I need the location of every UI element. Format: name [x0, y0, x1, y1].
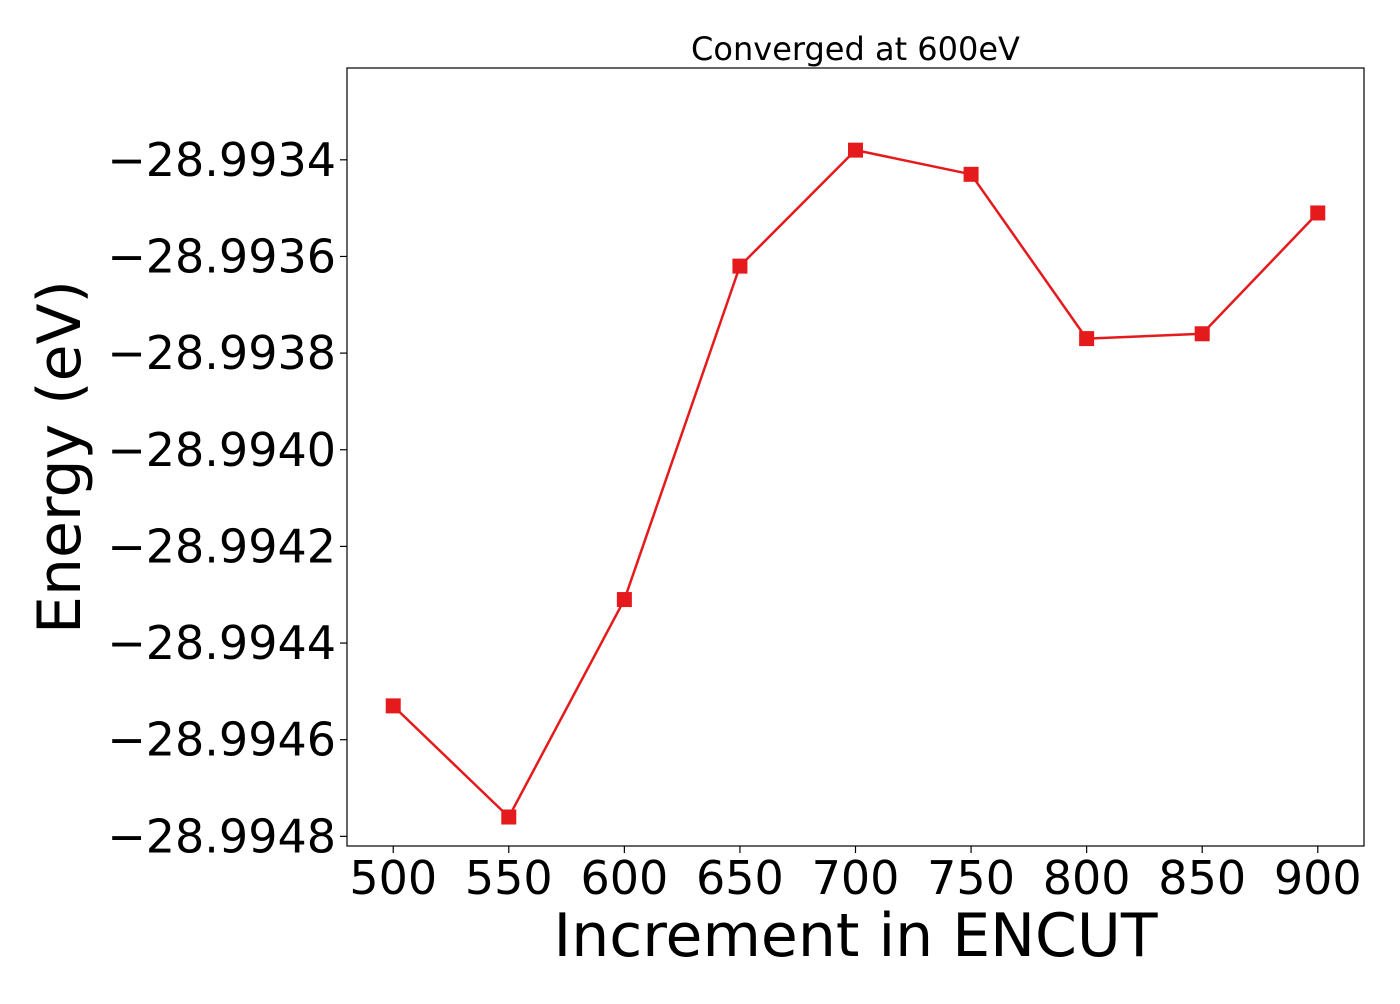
y-tick-label: −28.9948	[107, 809, 336, 863]
x-tick-label: 650	[696, 851, 784, 905]
x-tick-label: 800	[1043, 851, 1131, 905]
x-tick-label: 700	[812, 851, 900, 905]
y-tick-label: −28.9940	[107, 423, 336, 477]
y-tick-label: −28.9946	[107, 713, 336, 767]
x-tick-label: 850	[1158, 851, 1246, 905]
plot-area-frame	[346, 67, 1365, 847]
data-point-marker	[963, 166, 979, 182]
y-tick-label: −28.9938	[107, 326, 336, 380]
y-tick-label: −28.9944	[107, 616, 336, 670]
data-point-marker	[616, 592, 632, 608]
data-point-marker	[385, 698, 401, 714]
data-point-marker	[1079, 331, 1095, 347]
x-tick-label: 600	[580, 851, 668, 905]
data-point-marker	[1310, 205, 1326, 221]
x-tick-label: 500	[349, 851, 437, 905]
y-axis-ticks: −28.9948 −28.9946 −28.9944 −28.9942 −28.9940…	[107, 133, 347, 863]
x-tick-label: 900	[1274, 851, 1362, 905]
y-tick-label: −28.9934	[107, 133, 336, 187]
data-point-marker	[732, 258, 748, 274]
series-layer	[385, 142, 1326, 825]
chart-title: Converged at 600eV	[691, 30, 1020, 68]
y-tick-label: −28.9936	[107, 229, 336, 283]
x-axis-ticks: 500 550 600 650 700 750 800 850 900	[349, 846, 1362, 905]
x-tick-label: 550	[465, 851, 553, 905]
y-tick-label: −28.9942	[107, 519, 336, 573]
series-line	[392, 148, 1319, 819]
data-point-marker	[501, 809, 517, 825]
data-point-marker	[848, 142, 863, 158]
x-axis-label: Increment in ENCUT	[554, 901, 1158, 971]
data-point-marker	[1194, 326, 1210, 342]
x-tick-label: 750	[927, 851, 1015, 905]
y-axis-label: Energy (eV)	[25, 280, 95, 634]
